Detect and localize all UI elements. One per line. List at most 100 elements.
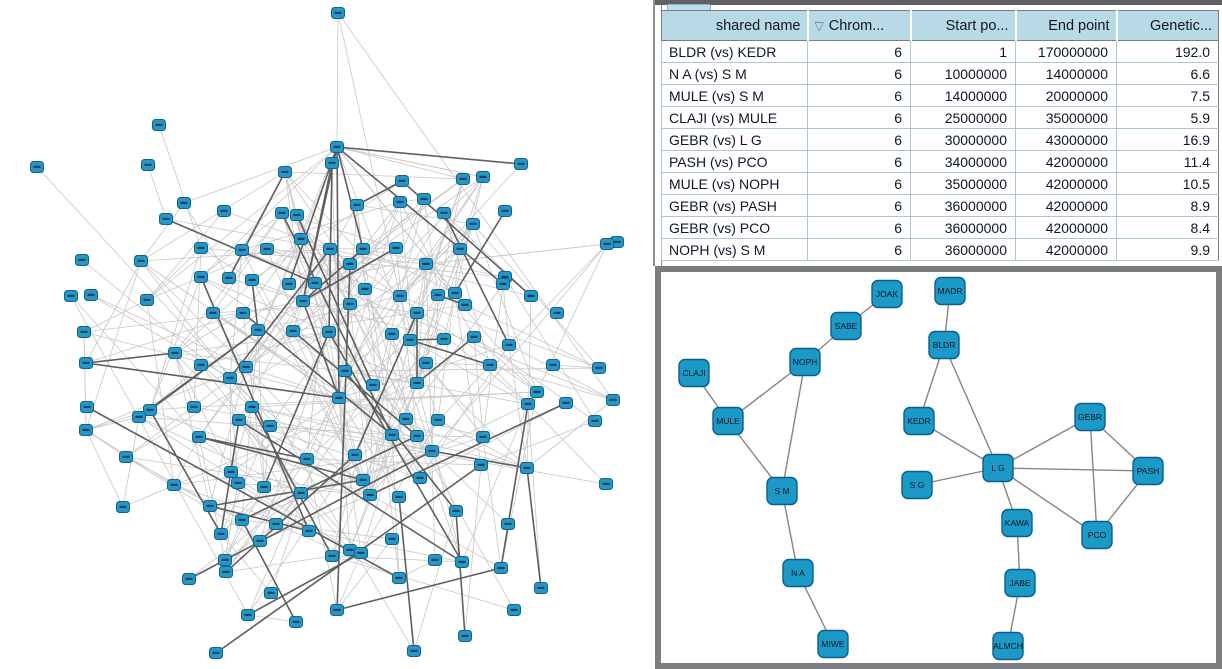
network-node-noph[interactable]: NOPH (789, 347, 821, 377)
table-cell[interactable]: 20000000 (1015, 84, 1117, 107)
network-node-claji[interactable]: CLAJI (678, 358, 710, 388)
table-row[interactable]: GEBR (vs) PASH 6 36000000 42000000 8.9 (661, 194, 1219, 217)
table-cell[interactable]: 6 (807, 84, 911, 107)
table-cell[interactable]: 8.4 (1116, 216, 1219, 239)
table-row[interactable]: BLDR (vs) KEDR 6 1 170000000 192.0 (661, 40, 1219, 63)
table-cell[interactable]: 7.5 (1116, 84, 1219, 107)
table-cell[interactable]: BLDR (vs) KEDR (661, 40, 808, 63)
table-row[interactable]: PASH (vs) PCO 6 34000000 42000000 11.4 (661, 150, 1219, 173)
table-cell[interactable]: 14000000 (1015, 62, 1117, 85)
table-cell[interactable]: 10.5 (1116, 172, 1219, 195)
node-label (67, 294, 75, 297)
table-cell[interactable]: 8.9 (1116, 194, 1219, 217)
table-cell[interactable]: MULE (vs) NOPH (661, 172, 808, 195)
table-row[interactable]: GEBR (vs) PCO 6 36000000 42000000 8.4 (661, 216, 1219, 239)
table-cell[interactable]: 43000000 (1015, 128, 1117, 151)
table-row[interactable]: GEBR (vs) L G 6 30000000 43000000 16.9 (661, 128, 1219, 151)
network-node-jabe[interactable]: JABE (1004, 568, 1036, 598)
network-edge (200, 247, 253, 281)
column-header-genetic[interactable]: Genetic... (1115, 10, 1219, 41)
column-header-shared-name[interactable]: shared name (661, 10, 808, 41)
column-header-chromosome[interactable]: ▽ Chrom... (806, 10, 911, 41)
network-node-bldr[interactable]: BLDR (928, 330, 960, 360)
table-cell[interactable]: NOPH (vs) S M (661, 238, 808, 261)
network-node-pash[interactable]: PASH (1132, 456, 1164, 486)
node-label (523, 466, 531, 469)
table-cell[interactable]: 34000000 (910, 150, 1016, 173)
table-cell[interactable]: 6 (807, 238, 911, 261)
network-edge (247, 614, 297, 623)
top-border-bar (655, 0, 1222, 5)
node-label (486, 363, 494, 366)
table-cell[interactable]: 6 (807, 216, 911, 239)
table-cell[interactable]: 6 (807, 62, 911, 85)
table-cell[interactable]: 5.9 (1116, 106, 1219, 129)
table-cell[interactable]: 36000000 (910, 238, 1016, 261)
overview-network-canvas[interactable] (0, 0, 650, 669)
network-node-l-g[interactable]: L G (982, 453, 1014, 483)
network-node-miwe[interactable]: MIWE (817, 629, 849, 659)
table-cell[interactable]: 6 (807, 172, 911, 195)
table-cell[interactable]: 36000000 (910, 194, 1016, 217)
table-cell[interactable]: 192.0 (1116, 40, 1219, 63)
table-cell[interactable]: 30000000 (910, 128, 1016, 151)
network-edge (230, 406, 253, 473)
network-node-n-a[interactable]: N A (782, 558, 814, 588)
table-cell[interactable]: 42000000 (1015, 150, 1117, 173)
table-cell[interactable]: 6 (807, 40, 911, 63)
column-header-start-position[interactable]: Start po... (909, 10, 1016, 41)
network-node-almch[interactable]: ALMCH (992, 631, 1024, 661)
table-cell[interactable]: 6 (807, 128, 911, 151)
table-cell[interactable]: 14000000 (910, 84, 1016, 107)
column-header-end-point[interactable]: End point (1014, 10, 1117, 41)
table-row[interactable]: MULE (vs) S M 6 14000000 20000000 7.5 (661, 84, 1219, 107)
table-cell[interactable]: 42000000 (1015, 194, 1117, 217)
filter-icon[interactable]: ▽ (814, 18, 824, 33)
table-row[interactable]: N A (vs) S M 6 10000000 14000000 6.6 (661, 62, 1219, 85)
table-cell[interactable]: PASH (vs) PCO (661, 150, 808, 173)
table-cell[interactable]: 9.9 (1116, 238, 1219, 261)
node-label (517, 162, 525, 165)
network-node-pco[interactable]: PCO (1081, 520, 1113, 550)
network-edge (183, 146, 338, 204)
network-node-mule[interactable]: MULE (712, 406, 744, 436)
network-node-kawa[interactable]: KAWA (1001, 508, 1033, 538)
table-cell[interactable]: 6 (807, 106, 911, 129)
table-row[interactable]: MULE (vs) NOPH 6 35000000 42000000 10.5 (661, 172, 1219, 195)
network-node-s-m[interactable]: S M (766, 476, 798, 506)
table-cell[interactable]: 11.4 (1116, 150, 1219, 173)
table-cell[interactable]: 170000000 (1015, 40, 1117, 63)
table-row[interactable]: NOPH (vs) S M 6 36000000 42000000 9.9 (661, 238, 1219, 261)
network-node-sabe[interactable]: SABE (830, 311, 862, 341)
table-row[interactable]: CLAJI (vs) MULE 6 25000000 35000000 5.9 (661, 106, 1219, 129)
table-cell[interactable]: 6.6 (1116, 62, 1219, 85)
table-cell[interactable]: MULE (vs) S M (661, 84, 808, 107)
table-cell[interactable]: GEBR (vs) L G (661, 128, 808, 151)
filtered-network-canvas[interactable]: JOAK MADR SABE BLDR NOPH CLAJI MULE KEDR GEBR L G… (661, 272, 1216, 663)
network-node-madr[interactable]: MADR (934, 276, 966, 306)
table-cell[interactable]: 6 (807, 150, 911, 173)
network-edge (409, 339, 484, 438)
table-cell[interactable]: 16.9 (1116, 128, 1219, 151)
table-cell[interactable]: 35000000 (910, 172, 1016, 195)
table-cell[interactable]: 42000000 (1015, 238, 1117, 261)
node-label (361, 287, 369, 290)
network-node-s-g[interactable]: S G (901, 470, 933, 500)
network-node-kedr[interactable]: KEDR (903, 406, 935, 436)
table-cell[interactable]: CLAJI (vs) MULE (661, 106, 808, 129)
network-node-gebr[interactable]: GEBR (1074, 402, 1106, 432)
table-cell[interactable]: GEBR (vs) PASH (661, 194, 808, 217)
network-node-joak[interactable]: JOAK (871, 279, 903, 309)
table-cell[interactable]: 42000000 (1015, 216, 1117, 239)
table-cell[interactable]: N A (vs) S M (661, 62, 808, 85)
network-edge (224, 519, 243, 561)
table-cell[interactable]: 6 (807, 194, 911, 217)
table-cell[interactable]: 25000000 (910, 106, 1016, 129)
node-label (297, 491, 305, 494)
table-cell[interactable]: 36000000 (910, 216, 1016, 239)
table-cell[interactable]: 1 (910, 40, 1016, 63)
table-cell[interactable]: 10000000 (910, 62, 1016, 85)
table-cell[interactable]: 42000000 (1015, 172, 1117, 195)
table-cell[interactable]: 35000000 (1015, 106, 1117, 129)
table-cell[interactable]: GEBR (vs) PCO (661, 216, 808, 239)
